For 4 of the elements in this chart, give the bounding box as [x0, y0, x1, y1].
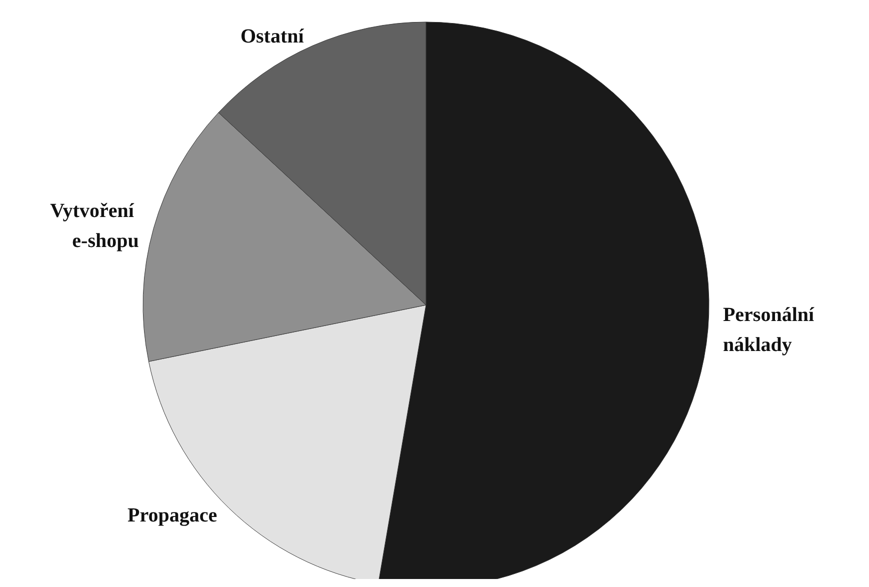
- slice-label: Propagace: [127, 504, 218, 526]
- slice-label: Ostatní: [240, 25, 304, 48]
- slice-label: Vytvoření e-shopu: [50, 200, 139, 252]
- slice-label: Personální náklady: [722, 304, 820, 356]
